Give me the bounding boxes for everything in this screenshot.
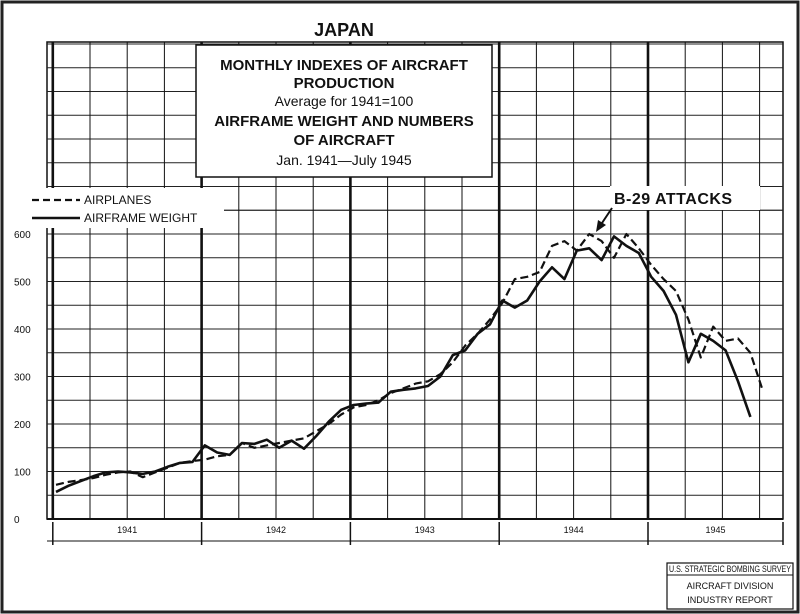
subtitle-line-3: Average for 1941=100 (275, 93, 414, 109)
source-stamp-box (666, 562, 794, 610)
year-label: 1944 (564, 525, 584, 535)
y-tick-label: 500 (14, 278, 31, 289)
subtitle-line-5: OF AIRCRAFT (293, 132, 394, 149)
source-stamp-line-2: AIRCRAFT DIVISION (687, 581, 774, 591)
source-stamp-line-1: U.S. STRATEGIC BOMBING SURVEY (669, 564, 791, 574)
subtitle-line-2: PRODUCTION (294, 75, 395, 92)
data-series (55, 232, 764, 494)
year-label: 1945 (705, 525, 725, 535)
y-tick-label: 300 (14, 373, 31, 384)
y-axis-ticks: 0 100 200 300 400 500 600 (14, 230, 31, 526)
year-label: 1942 (266, 525, 286, 535)
annotation-background (610, 186, 760, 210)
annotation-label: B-29 ATTACKS (614, 191, 733, 208)
year-label: 1943 (415, 525, 435, 535)
legend-label-airplanes: AIRPLANES (84, 193, 151, 207)
annotation-arrowhead (596, 220, 606, 232)
series-line-airframe-weight (55, 235, 752, 494)
legend-label-airframe-weight: AIRFRAME WEIGHT (84, 211, 198, 225)
y-tick-label: 400 (14, 325, 31, 336)
subtitle-line-1: MONTHLY INDEXES OF AIRCRAFT (220, 57, 468, 74)
annotation: B-29 ATTACKS (596, 186, 760, 232)
subtitle-line-4: AIRFRAME WEIGHT AND NUMBERS (214, 113, 473, 130)
source-stamp: U.S. STRATEGIC BOMBING SURVEY AIRCRAFT D… (666, 562, 794, 610)
legend-background (28, 188, 224, 228)
title-block (195, 44, 493, 178)
source-stamp-line-3: INDUSTRY REPORT (687, 595, 773, 605)
y-tick-label: 100 (14, 468, 31, 479)
x-axis-year-band: 1941 1942 1943 1944 1945 (47, 522, 784, 545)
y-tick-label: 600 (14, 230, 31, 241)
chart-title: JAPAN (314, 20, 374, 40)
subtitle-line-6: Jan. 1941—July 1945 (276, 152, 412, 168)
y-tick-label: 0 (14, 515, 20, 526)
legend: AIRPLANES AIRFRAME WEIGHT (28, 188, 224, 228)
y-tick-label: 200 (14, 420, 31, 431)
year-label: 1941 (117, 525, 137, 535)
